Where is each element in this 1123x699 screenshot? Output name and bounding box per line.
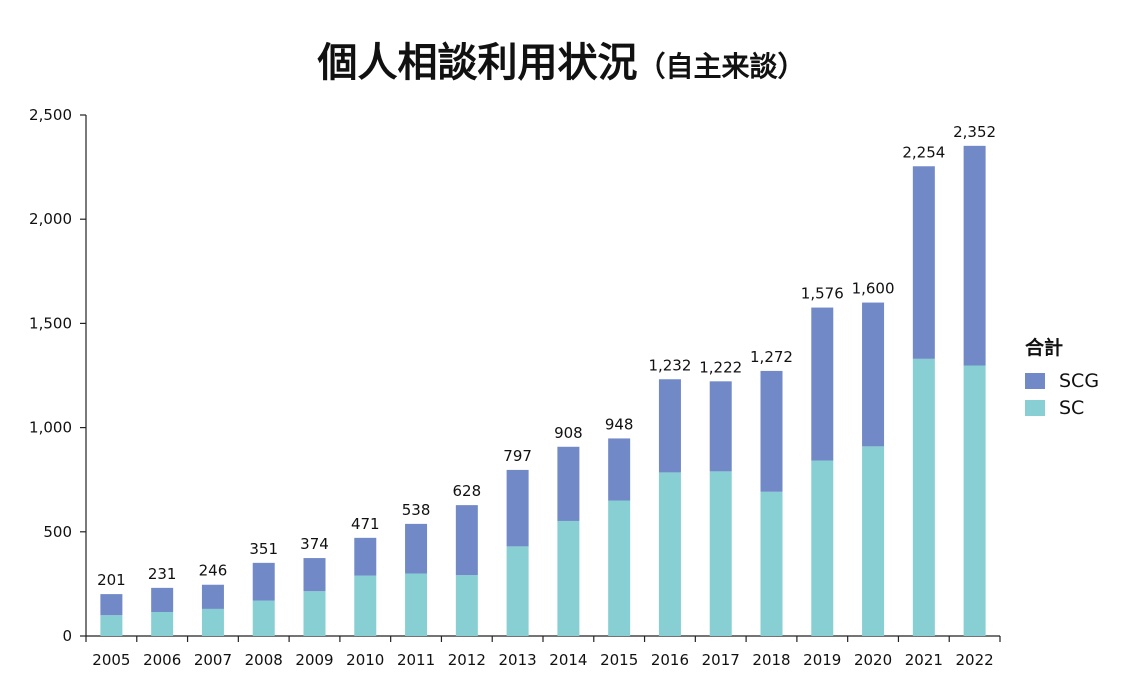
bar-sc — [303, 591, 326, 636]
bar-sc — [760, 491, 783, 636]
bar-total-label: 2,352 — [953, 123, 996, 141]
chart-title-sub: （自主来談） — [637, 50, 806, 83]
legend-title: 合計 — [1025, 337, 1064, 359]
bar-total-label: 538 — [402, 501, 431, 519]
y-tick-label: 1,000 — [29, 419, 72, 437]
legend-item-sc: SC — [1025, 394, 1099, 421]
legend-item-scg: SCG — [1025, 367, 1099, 394]
bar-sc — [658, 472, 681, 636]
bar-sc — [151, 612, 174, 636]
bar-scg — [455, 505, 478, 576]
x-tick-label: 2010 — [346, 651, 384, 669]
x-tick-label: 2006 — [143, 651, 181, 669]
x-tick-label: 2022 — [956, 651, 994, 669]
x-tick-label: 2016 — [651, 651, 689, 669]
x-tick-label: 2008 — [245, 651, 283, 669]
bar-sc — [608, 500, 631, 636]
bar-sc — [912, 358, 935, 636]
bar-scg — [963, 145, 986, 366]
x-tick-label: 2014 — [549, 651, 587, 669]
x-tick-label: 2017 — [702, 651, 740, 669]
bar-total-label: 1,232 — [648, 356, 691, 374]
bar-scg — [709, 381, 732, 472]
x-tick-label: 2012 — [448, 651, 486, 669]
bar-sc — [506, 546, 529, 636]
bar-total-label: 471 — [351, 515, 380, 533]
x-tick-label: 2015 — [600, 651, 638, 669]
bar-scg — [608, 438, 631, 501]
legend-label-sc: SC — [1059, 396, 1085, 419]
bar-scg — [557, 446, 580, 521]
bar-total-label: 1,576 — [801, 285, 844, 303]
bar-total-label: 2,254 — [902, 143, 945, 161]
x-tick-label: 2018 — [752, 651, 790, 669]
x-tick-label: 2021 — [905, 651, 943, 669]
bar-scg — [405, 523, 428, 574]
legend: 合計 SCG SC — [1025, 333, 1099, 421]
x-tick-label: 2011 — [397, 651, 435, 669]
bar-scg — [151, 587, 174, 613]
bar-sc — [201, 608, 224, 636]
bar-total-label: 201 — [97, 571, 126, 589]
bar-scg — [252, 562, 275, 601]
bar-total-label: 948 — [605, 415, 634, 433]
bar-scg — [862, 302, 885, 447]
bar-sc — [455, 575, 478, 636]
bar-sc — [100, 615, 123, 636]
bar-sc — [811, 460, 834, 636]
y-tick-label: 1,500 — [29, 314, 72, 332]
bar-sc — [557, 520, 580, 636]
x-tick-label: 2020 — [854, 651, 892, 669]
bar-total-label: 1,272 — [750, 348, 793, 366]
y-tick-label: 2,500 — [29, 106, 72, 124]
bar-scg — [912, 166, 935, 359]
bar-sc — [354, 575, 377, 636]
bar-total-label: 797 — [503, 447, 532, 465]
legend-label-scg: SCG — [1059, 369, 1100, 392]
x-tick-label: 2019 — [803, 651, 841, 669]
bar-scg — [760, 370, 783, 492]
x-tick-label: 2007 — [194, 651, 232, 669]
y-tick-label: 2,000 — [29, 210, 72, 228]
bar-total-label: 1,600 — [852, 280, 895, 298]
bar-scg — [811, 307, 834, 461]
legend-swatch-scg — [1025, 372, 1045, 389]
chart-title: 個人相談利用状況（自主来談） — [0, 30, 1123, 88]
bar-sc — [963, 365, 986, 636]
bar-scg — [100, 594, 123, 616]
bar-total-label: 1,222 — [699, 358, 742, 376]
bar-total-label: 374 — [300, 535, 329, 553]
x-tick-label: 2013 — [499, 651, 537, 669]
bar-scg — [354, 537, 377, 576]
y-tick-label: 500 — [43, 523, 72, 541]
bar-total-label: 231 — [148, 565, 177, 583]
bar-sc — [709, 471, 732, 636]
bar-scg — [303, 558, 326, 592]
y-tick-label: 0 — [62, 627, 72, 645]
legend-swatch-sc — [1025, 399, 1045, 416]
bar-scg — [201, 584, 224, 609]
bar-total-label: 628 — [453, 482, 482, 500]
chart-title-main: 個人相談利用状況 — [317, 40, 638, 86]
bar-sc — [252, 600, 275, 636]
bar-total-label: 246 — [199, 562, 228, 580]
bar-total-label: 908 — [554, 424, 583, 442]
bar-total-label: 351 — [249, 540, 278, 558]
x-tick-label: 2005 — [92, 651, 130, 669]
bar-sc — [405, 573, 428, 636]
bar-scg — [658, 379, 681, 473]
x-tick-label: 2009 — [295, 651, 333, 669]
bar-scg — [506, 469, 529, 547]
bar-sc — [862, 446, 885, 636]
